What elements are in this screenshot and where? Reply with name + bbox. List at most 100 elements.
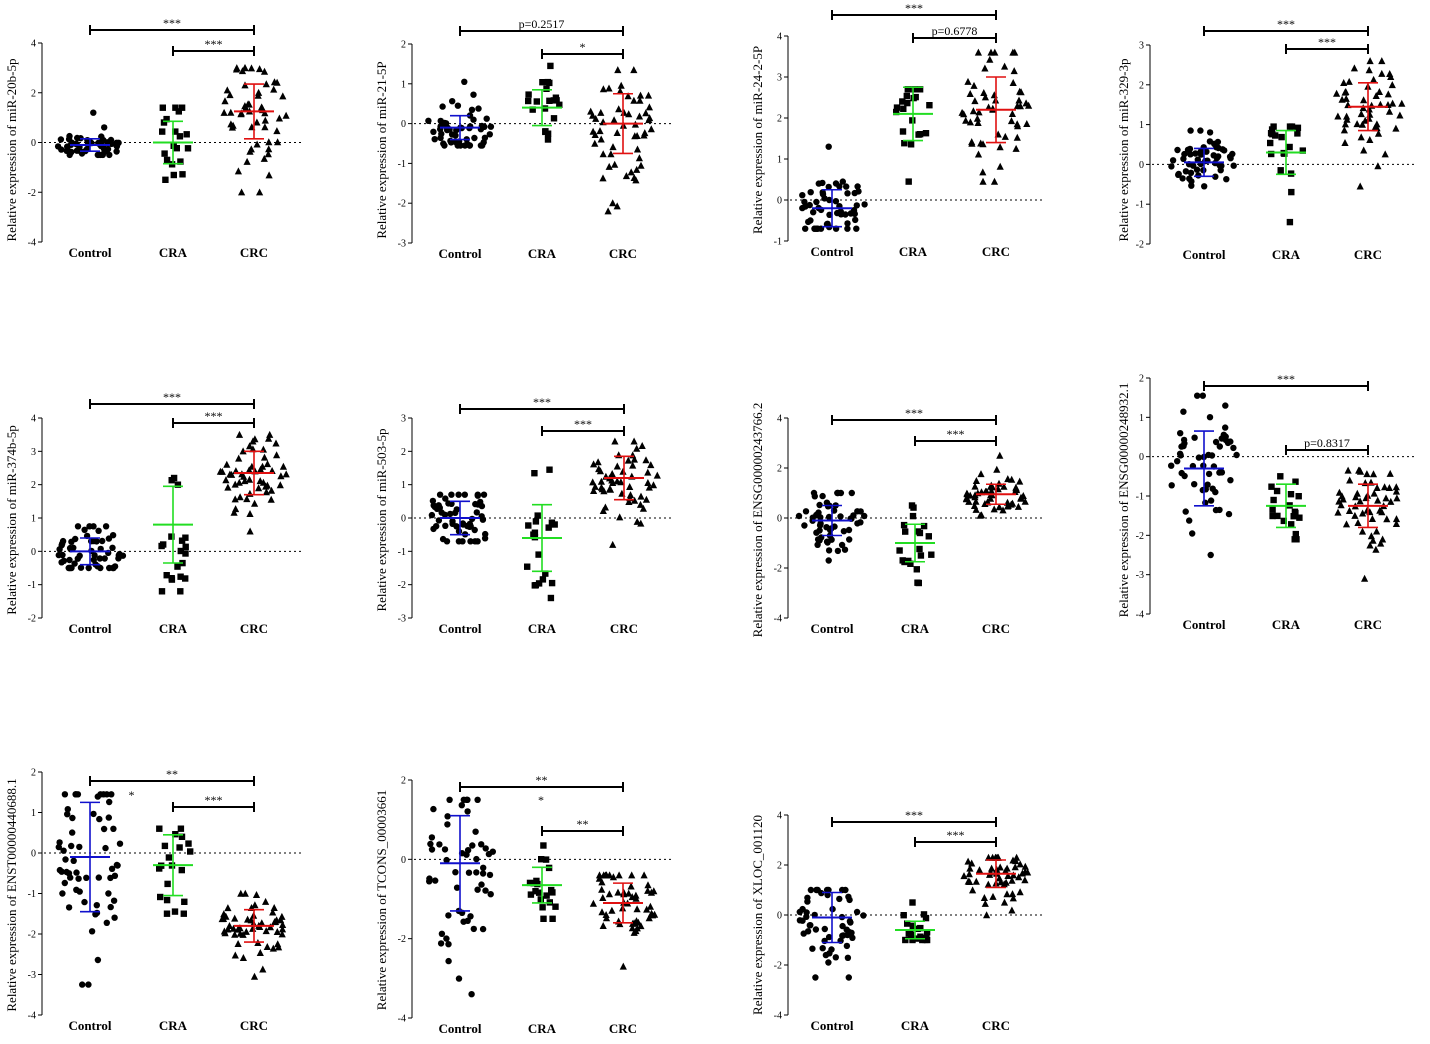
data-point bbox=[544, 78, 551, 86]
data-point bbox=[265, 434, 273, 442]
data-point bbox=[532, 888, 539, 895]
data-point bbox=[223, 86, 231, 94]
data-point bbox=[159, 128, 166, 135]
data-point bbox=[969, 107, 977, 115]
data-point bbox=[157, 893, 164, 901]
data-point bbox=[440, 140, 447, 147]
data-point bbox=[261, 116, 269, 124]
data-point bbox=[606, 485, 614, 493]
data-point bbox=[804, 928, 812, 935]
data-point bbox=[587, 107, 595, 115]
significance-label: *** bbox=[1277, 17, 1295, 31]
data-point bbox=[539, 576, 547, 583]
data-point bbox=[241, 889, 249, 897]
data-point bbox=[1356, 497, 1364, 505]
data-point bbox=[224, 904, 232, 912]
data-point bbox=[983, 911, 991, 919]
data-point bbox=[177, 158, 184, 165]
data-point bbox=[428, 834, 436, 841]
data-point bbox=[630, 174, 638, 181]
category-label: Control bbox=[438, 1021, 481, 1036]
data-point bbox=[802, 225, 809, 232]
data-point bbox=[187, 848, 194, 855]
scatter-panel: -2 -1 0 1 2 3 Relative expression of miR-329-3… bbox=[1116, 17, 1416, 262]
data-point bbox=[832, 198, 840, 205]
data-point bbox=[468, 991, 475, 998]
data-point bbox=[974, 119, 982, 126]
data-point bbox=[438, 509, 445, 516]
data-point bbox=[609, 143, 617, 151]
data-point bbox=[428, 511, 436, 519]
data-point bbox=[1365, 66, 1373, 74]
data-point bbox=[542, 856, 550, 863]
data-point bbox=[996, 451, 1004, 459]
data-point bbox=[273, 928, 281, 935]
data-point bbox=[840, 528, 848, 535]
data-point bbox=[244, 100, 252, 108]
data-point bbox=[905, 178, 912, 185]
data-point bbox=[1016, 860, 1024, 868]
data-point bbox=[160, 119, 168, 126]
data-point bbox=[810, 489, 818, 497]
data-point bbox=[848, 489, 855, 497]
data-point bbox=[604, 207, 612, 215]
data-point bbox=[1182, 508, 1189, 515]
data-point bbox=[1177, 430, 1184, 437]
data-point bbox=[482, 530, 489, 538]
data-point bbox=[100, 825, 108, 833]
data-point bbox=[608, 906, 616, 914]
data-point bbox=[547, 594, 555, 602]
data-point bbox=[1186, 175, 1193, 182]
data-point bbox=[602, 911, 610, 918]
data-point bbox=[464, 140, 471, 148]
data-point bbox=[237, 109, 245, 117]
data-point bbox=[442, 522, 449, 529]
data-point bbox=[1342, 94, 1350, 102]
data-point bbox=[850, 512, 857, 519]
data-point bbox=[265, 145, 273, 153]
data-point bbox=[1398, 99, 1406, 107]
scatter-panel: -4 -3 -2 -1 0 1 2 Relative expression of ENSG00… bbox=[1116, 372, 1416, 632]
data-point bbox=[1396, 111, 1404, 119]
data-point bbox=[74, 523, 82, 530]
data-point bbox=[1378, 57, 1386, 65]
data-point bbox=[279, 92, 287, 100]
data-point bbox=[615, 451, 623, 459]
data-point bbox=[184, 145, 192, 152]
data-point bbox=[620, 888, 628, 896]
category-label: CRA bbox=[528, 1021, 557, 1036]
data-point bbox=[816, 527, 823, 534]
data-point bbox=[642, 456, 650, 464]
data-point bbox=[526, 879, 534, 887]
data-point bbox=[107, 903, 114, 911]
category-label: Control bbox=[810, 244, 853, 259]
data-point bbox=[238, 188, 246, 196]
y-axis-label: Relative expression of miR-20b-5p bbox=[4, 58, 19, 241]
data-point bbox=[917, 924, 924, 932]
data-point bbox=[1193, 166, 1201, 173]
data-point bbox=[595, 465, 603, 473]
data-point bbox=[113, 861, 121, 869]
data-point bbox=[487, 123, 495, 130]
data-point bbox=[255, 88, 263, 96]
data-point bbox=[980, 894, 988, 901]
data-point bbox=[535, 580, 543, 587]
data-point bbox=[68, 842, 75, 850]
significance-label: *** bbox=[905, 1, 923, 15]
data-point bbox=[1168, 462, 1175, 469]
data-point bbox=[224, 483, 232, 491]
data-point bbox=[265, 138, 273, 146]
data-point bbox=[636, 96, 644, 104]
data-point bbox=[1334, 508, 1342, 516]
data-point bbox=[810, 209, 817, 216]
data-point bbox=[1268, 150, 1275, 158]
data-point bbox=[916, 131, 924, 138]
data-point bbox=[614, 66, 622, 74]
data-point bbox=[59, 890, 66, 897]
data-point bbox=[1392, 487, 1400, 495]
y-tick-label: -1 bbox=[1136, 200, 1144, 211]
y-tick-label: 2 bbox=[401, 776, 406, 787]
significance-label: *** bbox=[205, 37, 223, 51]
category-label: Control bbox=[68, 245, 111, 260]
significance-label: *** bbox=[1277, 372, 1295, 386]
